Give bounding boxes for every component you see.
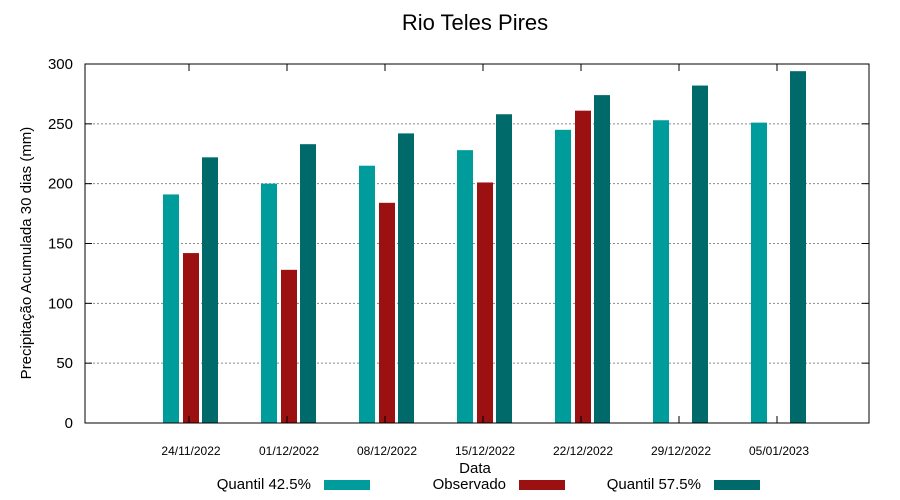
y-axis-ticks: 0 50 100 150 200 250 300 — [48, 56, 869, 432]
bar — [575, 110, 591, 424]
bar — [555, 129, 571, 424]
legend-label: Quantil 42.5% — [217, 476, 311, 493]
bar — [477, 182, 493, 423]
legend-label: Quantil 57.5% — [607, 476, 701, 493]
x-tick-label: 01/12/2022 — [259, 444, 319, 458]
bar — [398, 133, 414, 423]
bar — [300, 144, 316, 423]
bar — [163, 194, 179, 423]
bar — [692, 85, 708, 423]
bar — [202, 157, 218, 423]
x-tick-label: 29/12/2022 — [651, 444, 711, 458]
bar — [359, 165, 375, 423]
legend-swatch — [714, 480, 760, 490]
x-axis-label: Data — [459, 460, 491, 477]
bar — [379, 202, 395, 423]
x-tick-label: 22/12/2022 — [553, 444, 613, 458]
y-tick-label: 200 — [48, 176, 73, 193]
y-tick-label: 100 — [48, 295, 73, 312]
bar — [281, 269, 297, 423]
bars — [163, 71, 806, 424]
y-tick-label: 150 — [48, 236, 73, 253]
y-tick-label: 250 — [48, 116, 73, 133]
bar — [790, 71, 806, 424]
x-axis-ticks: 24/11/2022 01/12/2022 08/12/2022 15/12/2022… — [161, 64, 809, 458]
legend-label: Observado — [433, 476, 506, 493]
x-tick-label: 15/12/2022 — [455, 444, 515, 458]
y-axis-label: Precipitação Acumulada 30 dias (mm) — [18, 127, 35, 380]
x-tick-label: 05/01/2023 — [749, 444, 809, 458]
y-tick-label: 0 — [65, 415, 73, 432]
x-tick-label: 08/12/2022 — [357, 444, 417, 458]
bar — [183, 253, 199, 423]
bar — [751, 122, 767, 424]
legend-swatch — [324, 480, 370, 490]
legend: Quantil 42.5% Observado Quantil 57.5% — [217, 476, 760, 493]
bar — [653, 120, 669, 423]
y-tick-label: 50 — [56, 355, 73, 372]
bar — [594, 95, 610, 423]
bar — [261, 183, 277, 423]
x-tick-label: 24/11/2022 — [161, 444, 220, 458]
bar — [457, 150, 473, 423]
chart-title: Rio Teles Pires — [402, 10, 548, 35]
bar — [496, 114, 512, 423]
legend-swatch — [519, 480, 565, 490]
y-tick-label: 300 — [48, 56, 73, 73]
